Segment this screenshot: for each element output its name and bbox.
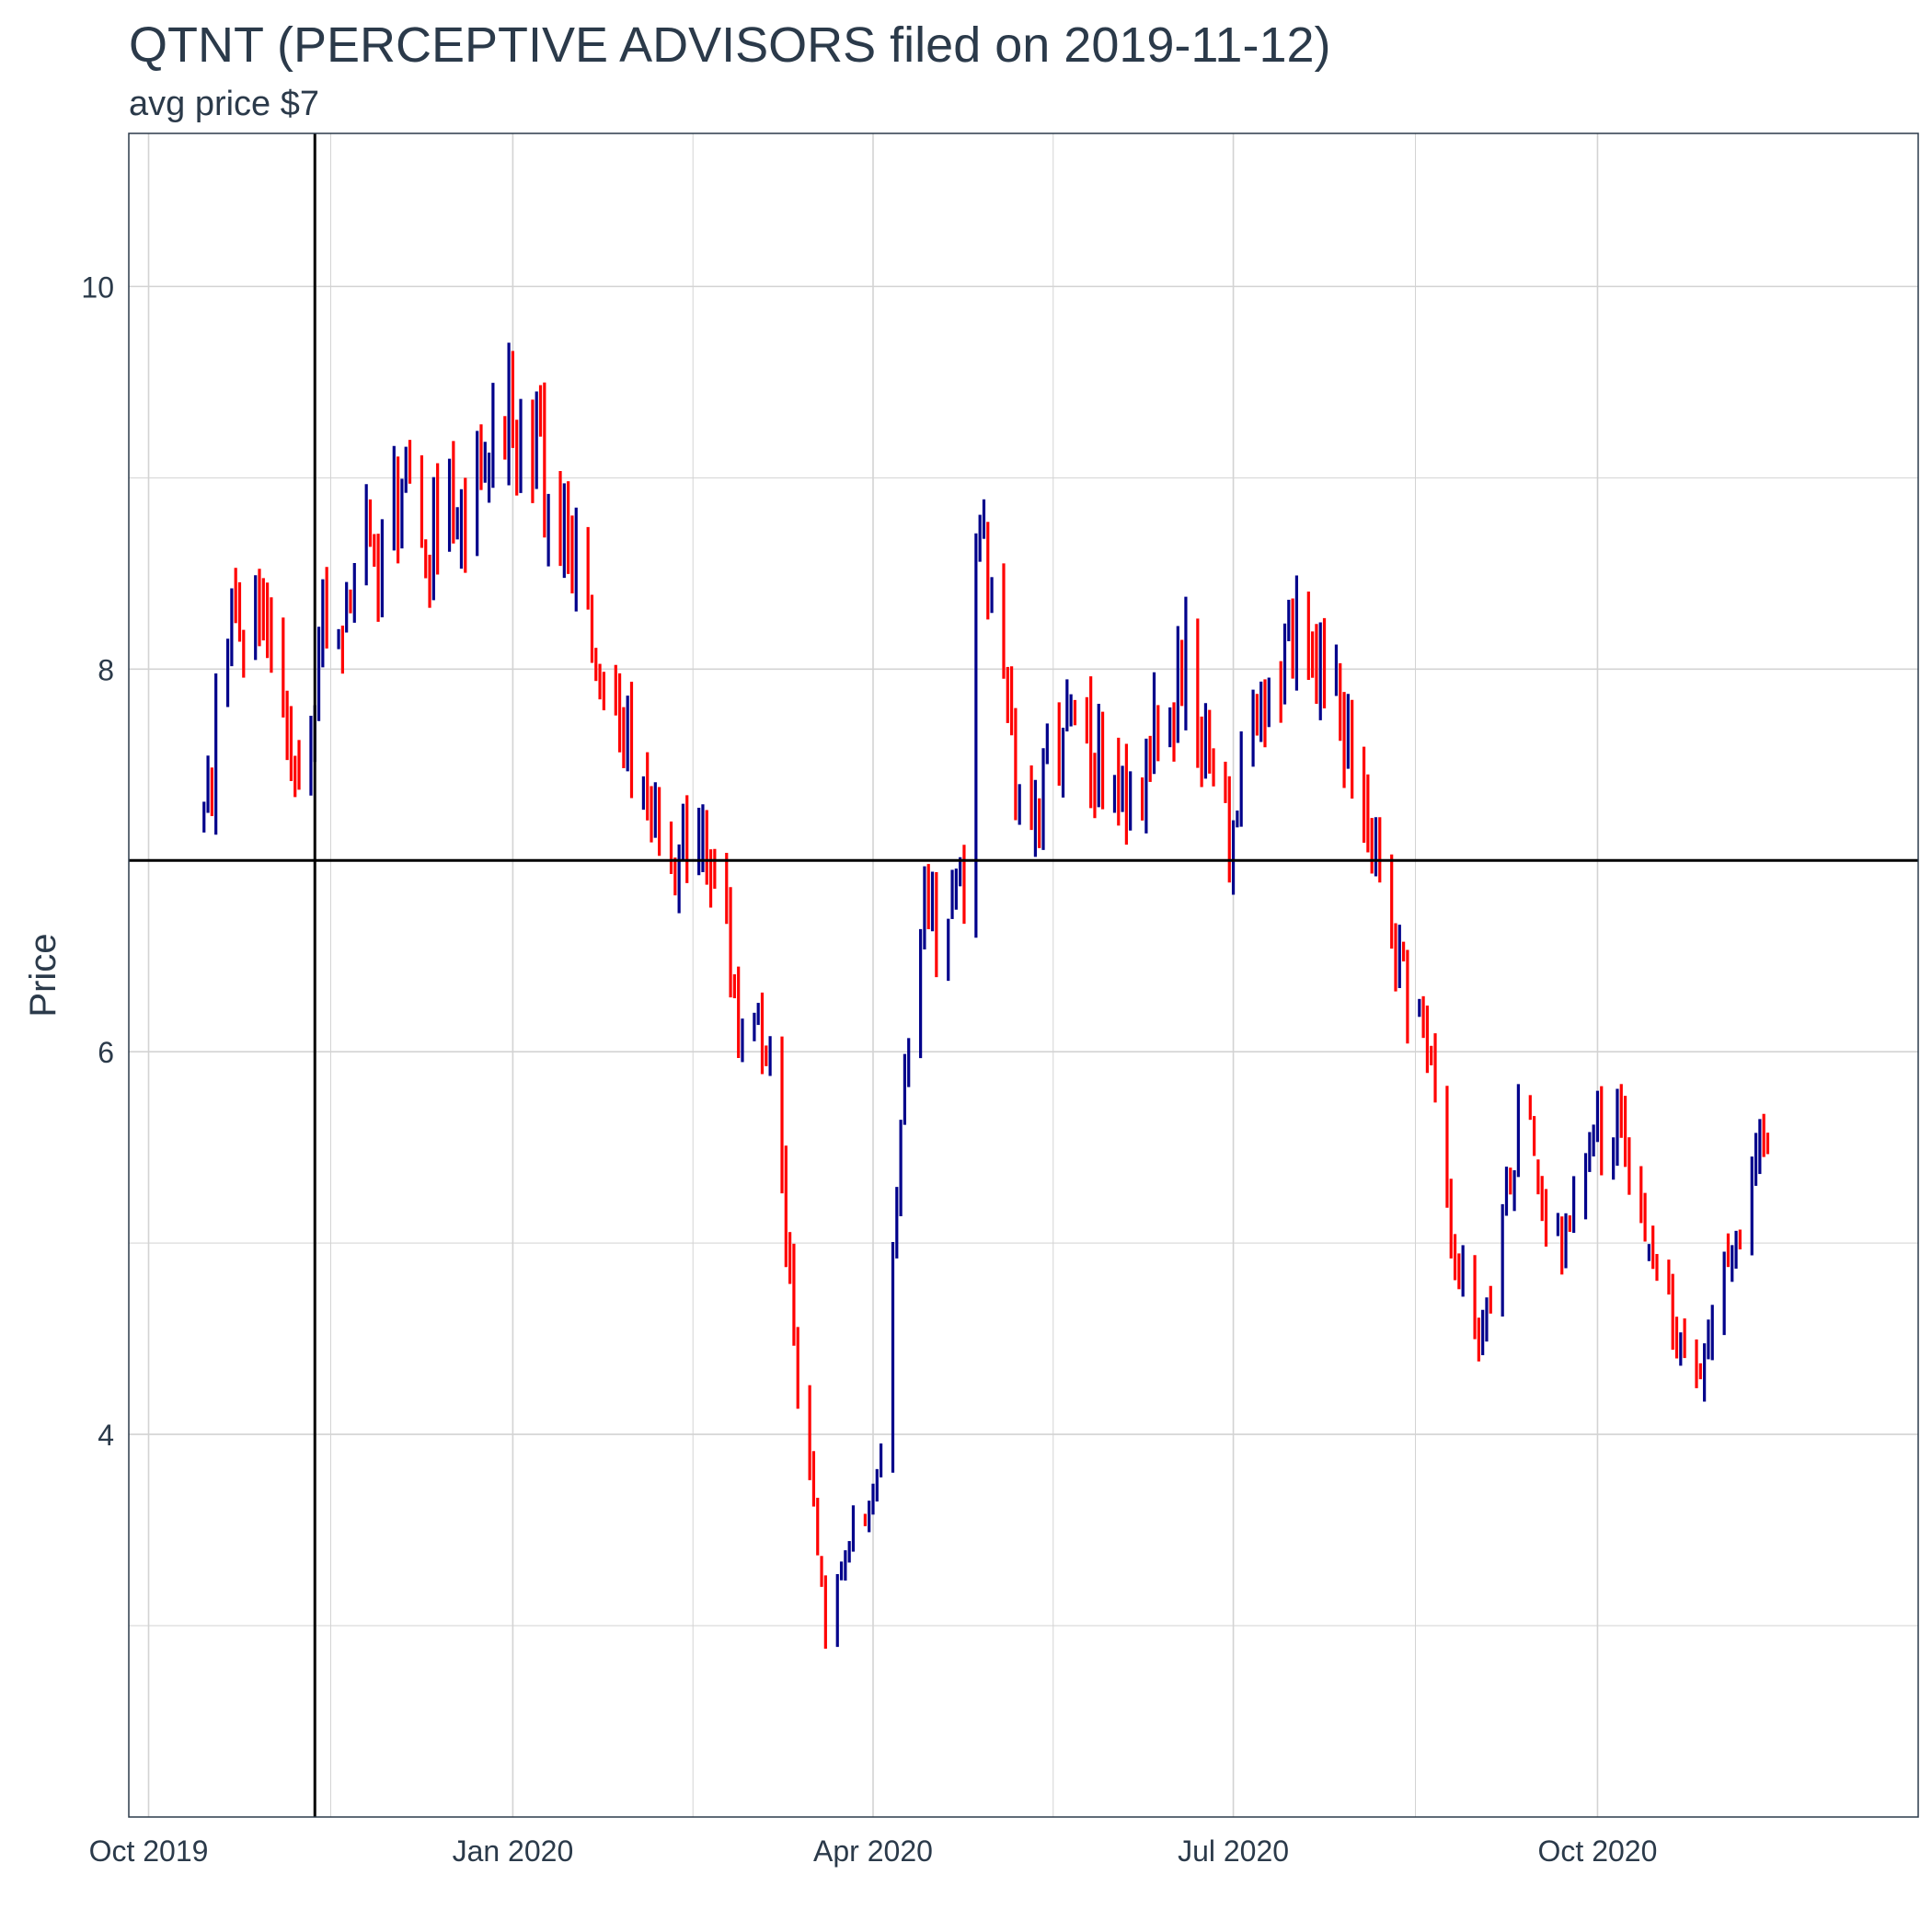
y-axis: 4 6 8 10 — [81, 270, 114, 1452]
x-axis: Oct 2019 Jan 2020 Apr 2020 Jul 2020 Oct 2020 — [89, 1834, 1658, 1868]
x-tick-label: Apr 2020 — [813, 1834, 933, 1868]
y-tick-label: 4 — [98, 1419, 114, 1452]
y-axis-label: Price — [23, 933, 63, 1017]
y-tick-label: 10 — [81, 270, 114, 304]
chart-title: QTNT (PERCEPTIVE ADVISORS filed on 2019-… — [129, 17, 1331, 73]
price-bars — [202, 342, 1770, 1650]
y-tick-label: 6 — [98, 1036, 114, 1069]
plot-panel-border — [128, 132, 1919, 1818]
x-tick-label: Jan 2020 — [453, 1834, 574, 1868]
x-tick-label: Oct 2019 — [89, 1834, 209, 1868]
y-tick-label: 8 — [98, 653, 114, 686]
grid-lines — [129, 133, 1918, 1817]
chart-subtitle: avg price $7 — [129, 85, 320, 123]
x-tick-label: Jul 2020 — [1178, 1834, 1289, 1868]
reference-lines — [129, 133, 1918, 1817]
x-tick-label: Oct 2020 — [1538, 1834, 1658, 1868]
